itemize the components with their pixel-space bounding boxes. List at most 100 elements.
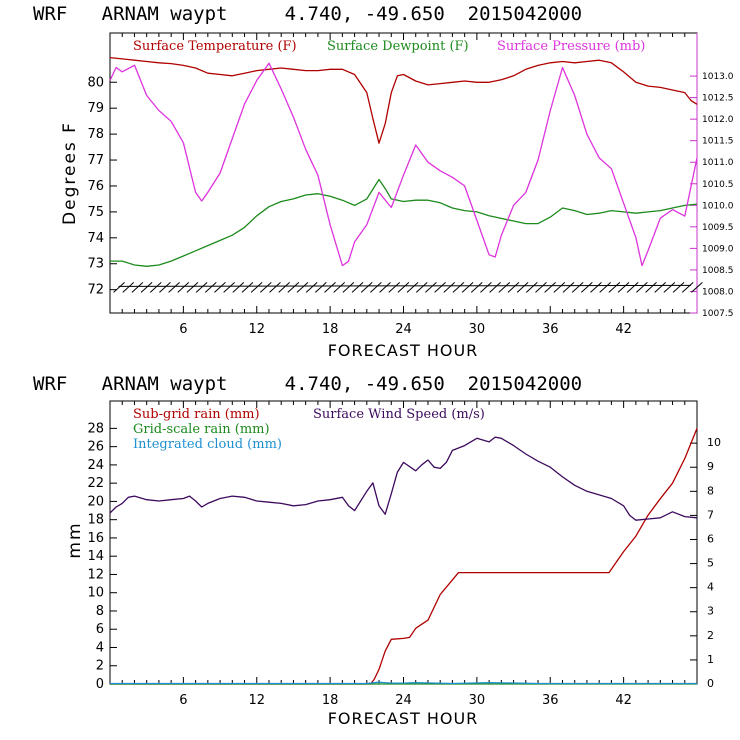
wind-barb [204,282,217,293]
y-tick-label: 4 [96,640,104,655]
series-line-integrated-cloud [110,681,697,685]
wind-barb [626,282,639,293]
y-tick-label: 22 [87,476,104,491]
y2-tick-label: 1011.5 [702,137,734,147]
y2-tick-label: 2 [707,629,714,642]
y2-tick-label: 1010.5 [702,180,734,190]
legend-grid-scale-rain: Grid-scale rain (mm) [133,422,270,437]
y-tick-label: 75 [87,205,104,220]
wind-barb [470,282,483,293]
wind-barb [663,282,676,293]
x-tick-label: 12 [248,322,265,337]
y-tick-label: 16 [87,531,104,546]
wind-barb [186,282,199,293]
series-line-sub-grid-rain [110,428,698,685]
y2-tick-label: 3 [707,605,714,618]
series-line-surface-temperature [109,56,698,144]
y-tick-label: 78 [87,127,104,142]
x-tick-label: 30 [469,322,486,337]
wind-barb [177,282,190,293]
chart-title: WRF ARNAM waypt 4.740, -49.650 201504200… [33,373,582,395]
x-tick-label: 36 [542,693,559,708]
y2-tick-label: 4 [707,581,714,594]
series-line-surface-wind-speed [109,436,698,521]
wind-barb [195,282,208,293]
wind-barb [324,282,336,293]
y2-tick-label: 9 [707,460,714,473]
wind-barb [113,282,125,293]
legend-surface-dewpoint: Surface Dewpoint (F) [327,39,469,54]
x-tick-label: 42 [615,693,632,708]
x-tick-label: 42 [615,322,632,337]
y2-tick-label: 1013.0 [702,72,734,82]
wind-barb [140,282,153,293]
y-tick-label: 74 [87,231,104,246]
legend-surface-temperature: Surface Temperature (F) [133,39,297,54]
wind-barb [608,282,621,293]
y2-tick-label: 1011.0 [702,158,734,168]
x-tick-label: 12 [248,693,265,708]
wind-barb [241,282,254,293]
wind-barb [415,282,428,293]
wind-barb [259,282,272,293]
legend-surface-pressure: Surface Pressure (mb) [497,39,645,54]
wind-barb [691,282,703,293]
wind-barb [406,282,419,293]
y2-tick-label: 1008.5 [702,266,734,276]
x-tick-label: 36 [542,322,559,337]
wind-barb [287,282,300,293]
wind-barb [507,282,520,293]
wind-barb [580,282,593,293]
y2-tick-label: 1 [707,653,714,666]
wind-barb [159,282,171,293]
wind-barb [489,282,501,293]
x-tick-label: 6 [179,322,187,337]
y-tick-label: 26 [87,440,104,455]
y-tick-label: 6 [96,622,104,637]
series-line-surface-dewpoint [110,178,698,267]
wind-barb [342,282,355,293]
wind-barb [654,282,667,293]
wind-barb [516,282,529,293]
wind-barbs [113,282,703,293]
wind-barb [590,282,602,293]
y-tick-label: 79 [87,101,104,116]
wind-barb [305,282,318,293]
x-tick-label: 24 [395,693,412,708]
wind-barb [571,282,584,293]
temperature-chart: WRF ARNAM waypt 4.740, -49.650 201504200… [33,3,734,360]
legend-integrated-cloud: Integrated cloud (mm) [133,437,282,452]
y2-tick-label: 7 [707,508,714,521]
wind-barb [269,282,281,293]
wind-barb [681,282,694,293]
y-tick-label: 77 [87,153,104,168]
y-axis-label: Degrees F [60,121,80,225]
y2-tick-label: 1012.5 [702,94,734,104]
y-tick-label: 20 [87,494,104,509]
y2-tick-label: 0 [707,677,714,690]
wind-barb [232,282,245,293]
wind-barb [360,282,373,293]
y-tick-label: 2 [96,659,104,674]
wind-barb [333,282,346,293]
y-tick-label: 12 [87,567,104,582]
wind-barb [672,282,685,293]
wind-barb [425,282,437,293]
chart-title: WRF ARNAM waypt 4.740, -49.650 201504200… [33,3,582,25]
wind-barb [370,282,382,293]
y2-tick-label: 10 [707,436,721,449]
y-tick-label: 76 [87,179,104,194]
x-tick-label: 24 [395,322,412,337]
y-tick-label: 8 [96,604,104,619]
wind-barb [379,282,391,293]
wind-barb [525,282,538,293]
x-axis-label: FORECAST HOUR [328,341,479,360]
y-axis-label: mm [65,521,85,558]
wind-barb [397,282,410,293]
wind-barb [250,282,263,293]
precipitation-chart: WRF ARNAM waypt 4.740, -49.650 201504200… [33,373,721,728]
wind-barb [131,282,144,293]
wind-barb [443,282,456,293]
wind-barb [149,282,162,293]
